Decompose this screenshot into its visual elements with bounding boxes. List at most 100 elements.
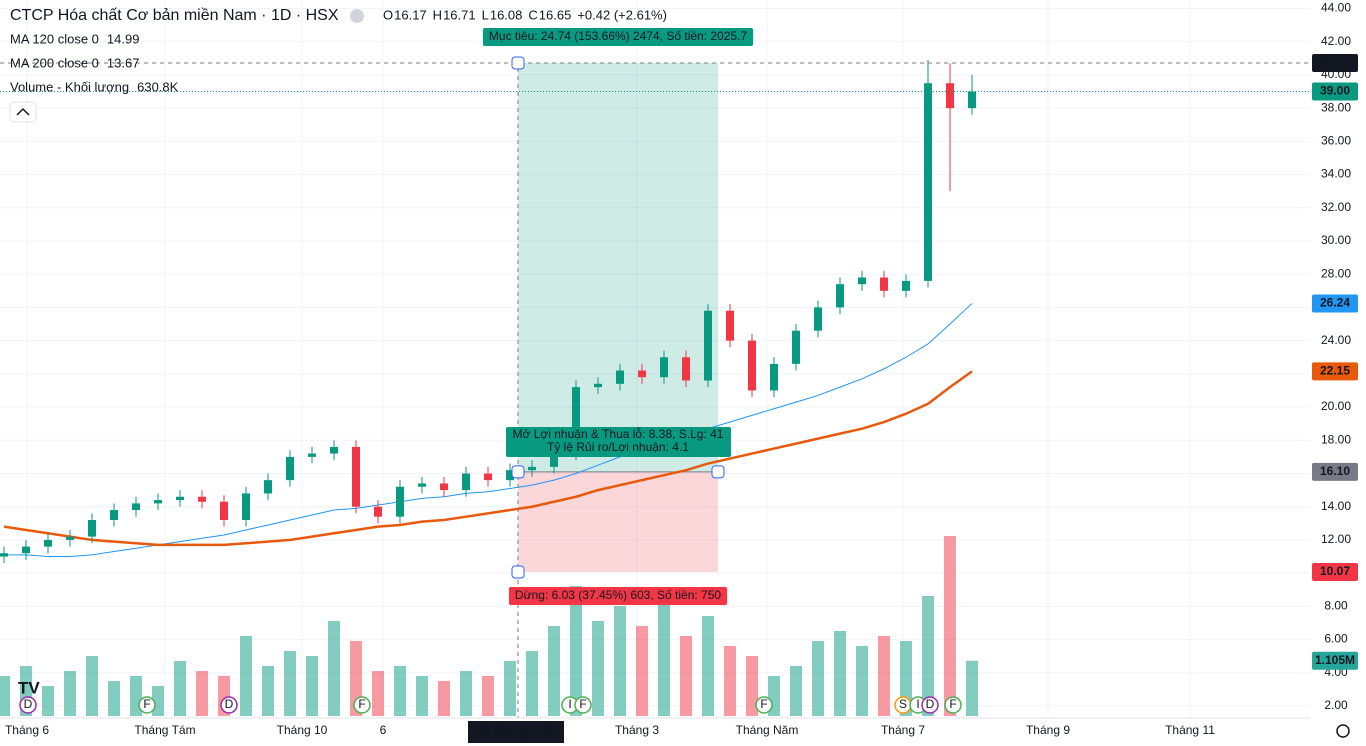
ohlc-change: +0.42 (+2.61%) xyxy=(577,7,667,22)
volume-bar xyxy=(548,626,560,716)
collapse-icon xyxy=(16,107,30,116)
price-tag xyxy=(1312,562,1358,581)
candle-body xyxy=(528,466,536,471)
volume-bar xyxy=(372,671,384,716)
candle-body xyxy=(44,539,52,547)
candle-body xyxy=(968,91,976,109)
y-tick-label: 34.00 xyxy=(1321,167,1351,181)
candle-body xyxy=(176,496,184,501)
y-tick-label: 18.00 xyxy=(1321,432,1351,446)
volume-bar xyxy=(812,641,824,716)
event-marker[interactable] xyxy=(755,696,773,714)
volume-bar xyxy=(658,591,670,716)
target-label-box xyxy=(482,28,754,46)
event-marker[interactable] xyxy=(138,696,156,714)
ohlc-open: 16.17 xyxy=(394,7,427,22)
candle-body xyxy=(418,483,426,487)
ohlc-high: 16.71 xyxy=(443,7,476,22)
x-tick-label: Tháng 10 xyxy=(277,723,328,737)
crosshair-date-box xyxy=(468,721,564,743)
price-tag-label: 39.00 xyxy=(1320,84,1350,98)
ohlc-h-label: H xyxy=(433,7,442,22)
hide-button[interactable] xyxy=(350,9,364,23)
candle-body xyxy=(352,446,360,507)
candle-body xyxy=(220,501,228,520)
volume-bar xyxy=(592,621,604,716)
volume-bar xyxy=(724,646,736,716)
stop-label-box xyxy=(508,587,728,605)
event-letter: I xyxy=(916,697,919,711)
volume-bar xyxy=(966,660,978,716)
candle-body xyxy=(748,340,756,391)
volume-bar xyxy=(0,676,10,716)
candle-body xyxy=(726,310,734,341)
candle-body xyxy=(594,383,602,388)
price-tag-label: 16.10 xyxy=(1320,464,1350,478)
tool-handle xyxy=(511,56,525,70)
candle-body xyxy=(308,453,316,457)
settings-button[interactable] xyxy=(1336,724,1350,738)
event-letter: F xyxy=(358,697,365,711)
event-marker[interactable] xyxy=(944,696,962,714)
tool-handle xyxy=(511,465,525,479)
event-marker[interactable] xyxy=(921,696,939,714)
candle-body xyxy=(264,480,272,494)
event-letter: F xyxy=(579,697,586,711)
x-tick-label: Tháng 3 xyxy=(615,723,659,737)
y-tick-label: 2.00 xyxy=(1324,698,1348,712)
volume-bar xyxy=(86,656,98,716)
event-letter: D xyxy=(225,697,234,711)
y-tick-label: 24.00 xyxy=(1321,333,1351,347)
candle-body xyxy=(198,496,206,502)
tool-handle xyxy=(511,565,525,579)
volume-bar xyxy=(702,616,714,716)
event-marker[interactable] xyxy=(353,696,371,714)
pnl-label: Mở Lợi nhuận & Thua lỗ: 8.38, S.Lg: 41 xyxy=(513,426,724,441)
candle-body xyxy=(132,503,140,511)
volume-bar xyxy=(394,666,406,716)
stop-label: Dừng: 6.03 (37.45%) 603, Số tiền: 750 xyxy=(515,588,721,602)
event-letter: S xyxy=(899,697,907,711)
volume-bar xyxy=(460,671,472,716)
price-tag xyxy=(1312,53,1358,72)
candle-body xyxy=(330,446,338,454)
volume-bar xyxy=(64,671,76,716)
event-letter: F xyxy=(949,697,956,711)
event-letter: D xyxy=(24,697,33,711)
x-tick-label: Tháng Tám xyxy=(134,723,195,737)
x-tick-label: Tháng 11 xyxy=(1165,723,1215,737)
volume-bar xyxy=(482,676,494,716)
volume-bar xyxy=(262,666,274,716)
candle-body xyxy=(660,357,668,378)
x-tick-label: Tháng 6 xyxy=(5,723,49,737)
event-marker[interactable] xyxy=(574,696,592,714)
volume-bar xyxy=(746,656,758,716)
candle-body xyxy=(924,83,932,281)
volume-bar xyxy=(416,676,428,716)
collapse-button[interactable] xyxy=(9,101,37,123)
x-tick-label: Tháng 7 xyxy=(881,723,925,737)
candle-body xyxy=(506,470,514,481)
candle-body xyxy=(682,357,690,381)
candle-body xyxy=(902,280,910,291)
candle-body xyxy=(484,473,492,481)
price-tag xyxy=(1312,82,1358,101)
y-tick-label: 28.00 xyxy=(1321,266,1351,280)
volume-bar xyxy=(922,596,934,716)
price-tag xyxy=(1312,462,1358,481)
ohlc-low: 16.08 xyxy=(490,7,523,22)
y-tick-label: 32.00 xyxy=(1321,200,1351,214)
tool-handle xyxy=(711,465,725,479)
ma-line xyxy=(3,370,973,547)
ohlc-close: 16.65 xyxy=(539,7,572,22)
ohlc-o-label: O xyxy=(383,7,393,22)
y-tick-label: 38.00 xyxy=(1321,100,1351,114)
event-marker[interactable] xyxy=(220,696,238,714)
candle-body xyxy=(462,473,470,491)
y-tick-label: 14.00 xyxy=(1321,499,1351,513)
volume-bar xyxy=(108,681,120,716)
candle-body xyxy=(374,506,382,517)
event-marker[interactable] xyxy=(19,696,37,714)
volume-bar xyxy=(328,621,340,716)
